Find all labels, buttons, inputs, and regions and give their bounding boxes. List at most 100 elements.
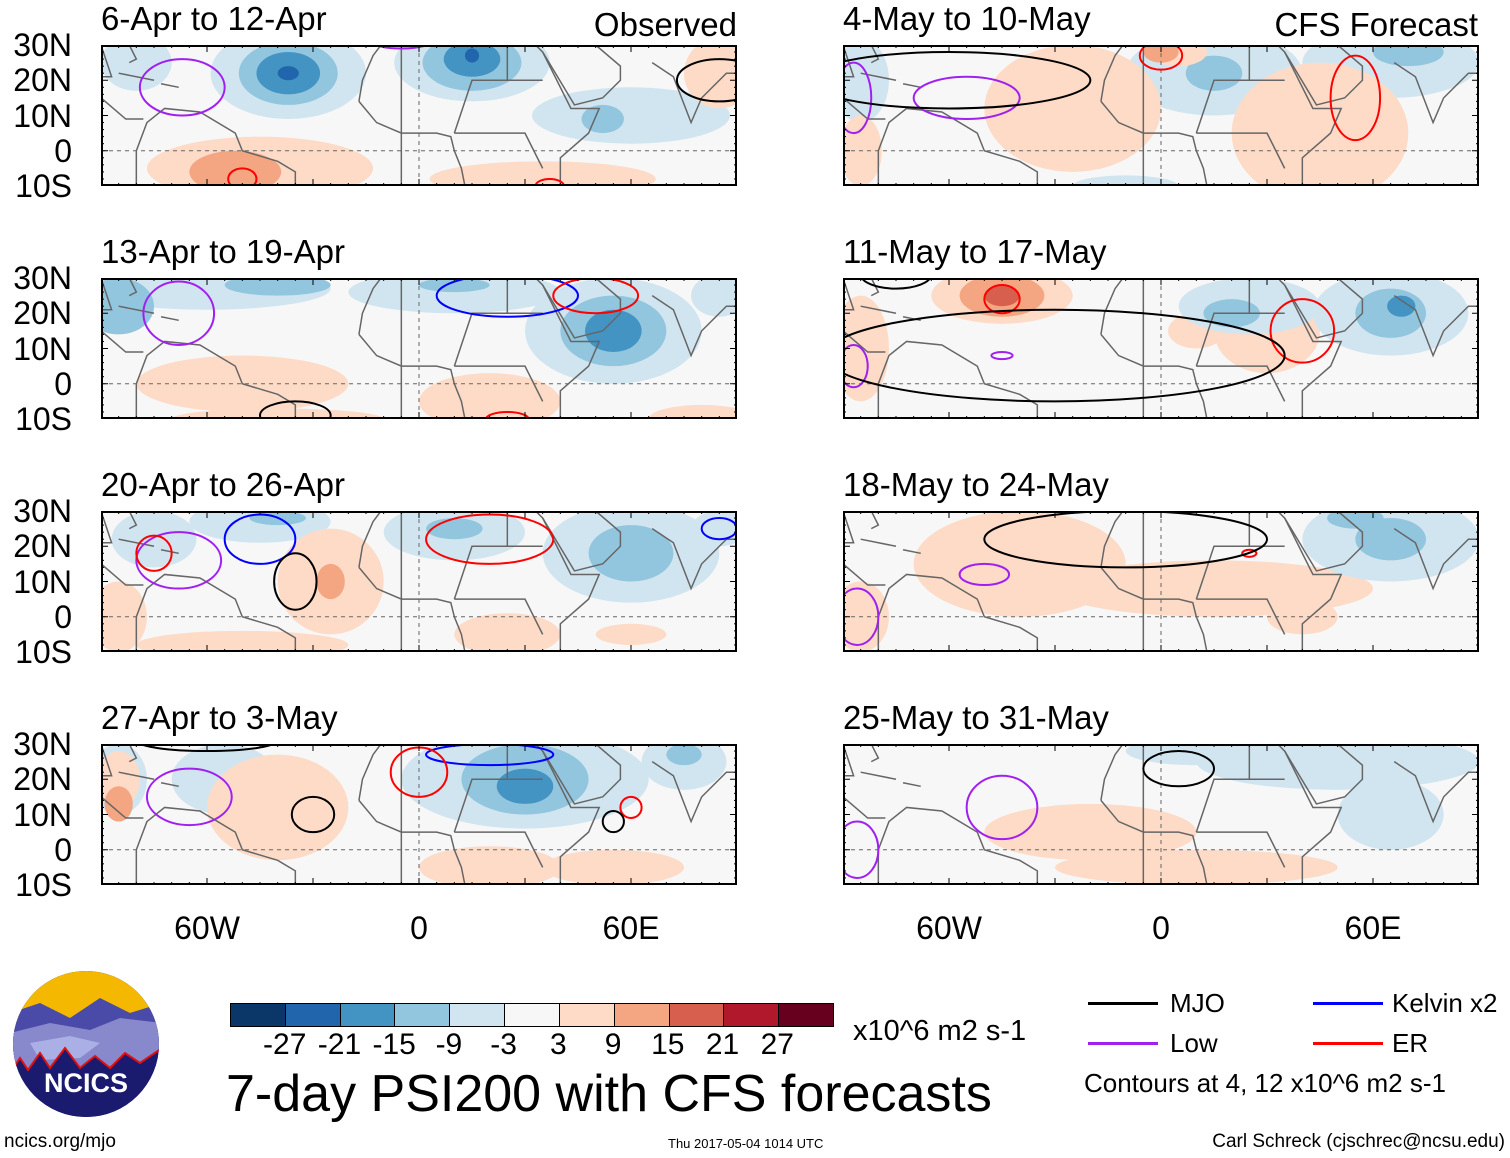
coastline bbox=[1195, 511, 1251, 600]
lon-tick-label: 0 bbox=[410, 910, 428, 946]
colorbar-swatch bbox=[339, 1004, 395, 1026]
map-panel bbox=[843, 278, 1479, 419]
anomaly-shading bbox=[111, 511, 197, 568]
mjo-contour bbox=[290, 795, 336, 834]
lat-tick-label: 30N bbox=[13, 260, 72, 296]
coastline bbox=[843, 511, 855, 544]
anomaly-shading bbox=[419, 846, 561, 885]
footer-timestamp: Thu 2017-05-04 1014 UTC bbox=[668, 1136, 824, 1151]
coastline bbox=[128, 278, 138, 297]
lat-tick-label: 10N bbox=[13, 796, 72, 833]
colorbar-label: 21 bbox=[705, 1028, 740, 1061]
er-contour bbox=[135, 534, 173, 572]
low-contour bbox=[135, 531, 223, 590]
coastline bbox=[843, 330, 886, 353]
coastline bbox=[135, 806, 297, 885]
coastline bbox=[1196, 132, 1286, 169]
legend-kelvin-line bbox=[1313, 1002, 1383, 1005]
anomaly-shading bbox=[648, 404, 737, 419]
colorbar-swatch bbox=[231, 1004, 285, 1026]
anomaly-shading bbox=[843, 295, 889, 402]
lon-tick-label: 60W bbox=[174, 910, 240, 946]
map-panel bbox=[843, 511, 1479, 652]
coastline bbox=[902, 782, 921, 788]
coastline bbox=[118, 538, 155, 547]
anomaly-shading bbox=[1355, 518, 1426, 561]
kelvin-contour bbox=[435, 278, 579, 318]
low-contour bbox=[142, 280, 216, 346]
coastline bbox=[877, 340, 1039, 419]
mjo-contour bbox=[843, 308, 1286, 403]
coastline bbox=[358, 333, 466, 419]
panel-title: 18-May to 24-May bbox=[843, 466, 1109, 503]
lat-tick-label: 0 bbox=[54, 365, 72, 402]
coastline bbox=[453, 744, 509, 833]
coastline bbox=[1100, 100, 1208, 186]
lat-tick-label: 10S bbox=[15, 634, 72, 670]
coastline bbox=[877, 107, 1039, 186]
low-contour bbox=[145, 767, 233, 827]
lat-tick-label: 10S bbox=[15, 168, 72, 204]
anomaly-shading bbox=[1355, 288, 1426, 338]
anomaly-shading bbox=[691, 511, 737, 547]
legend-er-line bbox=[1313, 1042, 1383, 1045]
coastline bbox=[1284, 744, 1364, 805]
colorbar-label: -9 bbox=[435, 1028, 463, 1061]
panel-title: 11-May to 17-May bbox=[843, 233, 1107, 270]
coastline bbox=[843, 744, 855, 777]
anomaly-shading bbox=[224, 278, 331, 296]
map-panel bbox=[101, 45, 737, 186]
coastline bbox=[860, 305, 897, 314]
colorbar-swatch bbox=[668, 1004, 724, 1026]
coastline bbox=[843, 45, 855, 78]
coastline bbox=[101, 796, 144, 819]
coastline bbox=[651, 295, 737, 358]
legend-er: ER bbox=[1392, 1028, 1429, 1058]
coastline bbox=[160, 316, 179, 322]
er-contour bbox=[1138, 45, 1184, 71]
coastline bbox=[651, 62, 737, 125]
lat-tick-label: 0 bbox=[54, 132, 72, 169]
map-panel bbox=[843, 744, 1479, 885]
coastline bbox=[118, 72, 155, 81]
footer-url[interactable]: ncics.org/mjo bbox=[4, 1131, 116, 1152]
er-contour bbox=[1329, 54, 1382, 142]
colorbar-label: 9 bbox=[604, 1028, 622, 1061]
anomaly-shading bbox=[454, 613, 561, 652]
coastline bbox=[542, 744, 622, 805]
er-contour bbox=[983, 284, 1021, 315]
anomaly-shading bbox=[1231, 62, 1409, 186]
anomaly-shading bbox=[843, 581, 889, 652]
coastline bbox=[651, 761, 737, 824]
colorbar-swatch bbox=[723, 1004, 779, 1026]
anomaly-shading bbox=[1055, 849, 1338, 885]
coastline bbox=[160, 83, 179, 89]
low-contour bbox=[843, 343, 869, 389]
lat-tick-label: 20N bbox=[13, 62, 72, 99]
mjo-contour bbox=[601, 809, 625, 834]
coastline bbox=[454, 598, 544, 635]
coastline bbox=[1195, 744, 1251, 833]
anomaly-shading bbox=[1196, 744, 1479, 790]
panel-title: 20-Apr to 26-Apr bbox=[101, 466, 345, 503]
coastline bbox=[651, 528, 737, 591]
coastline bbox=[358, 45, 382, 102]
anomaly-shading bbox=[426, 518, 483, 540]
anomaly-shading bbox=[207, 754, 349, 861]
coastline bbox=[1284, 45, 1364, 106]
coastline bbox=[101, 330, 144, 353]
anomaly-shading bbox=[429, 161, 656, 186]
coastline bbox=[135, 573, 297, 652]
observed-label: Observed bbox=[593, 6, 737, 43]
colorbar-label: 15 bbox=[651, 1028, 685, 1061]
coastline bbox=[1100, 278, 1124, 335]
coastline bbox=[101, 278, 113, 311]
coastline bbox=[542, 278, 622, 339]
lat-tick-label: 10N bbox=[13, 563, 72, 600]
coastline bbox=[453, 278, 509, 367]
colorbar-swatch bbox=[558, 1004, 614, 1026]
lat-tick-label: 20N bbox=[13, 528, 72, 565]
anomaly-shading bbox=[843, 45, 889, 123]
anomaly-shading bbox=[984, 285, 1020, 307]
low-contour bbox=[843, 61, 873, 135]
